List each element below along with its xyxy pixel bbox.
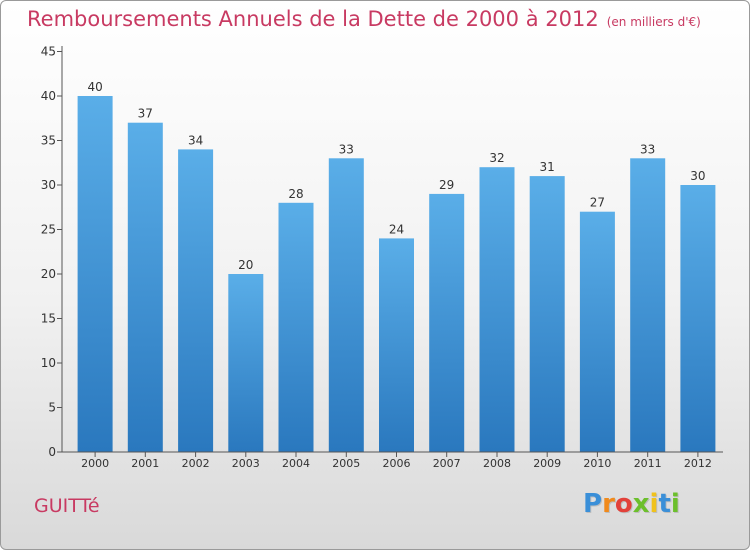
bar-2005 — [328, 158, 364, 453]
bar-2007 — [429, 193, 465, 452]
y-tick-label-30: 30 — [41, 178, 56, 192]
y-tick-label-45: 45 — [41, 45, 56, 59]
data-label-2008: 32 — [489, 151, 504, 165]
x-tick-label-2010: 2010 — [583, 457, 611, 470]
proxiti-logo: Proxiti — [583, 489, 680, 519]
bar-2011 — [630, 158, 666, 453]
bar-2000 — [77, 96, 113, 452]
logo-letter: x — [632, 489, 650, 519]
x-ticks-group: 2000 2001 2002 2003 2004 2005 2006 2007 2008 2009… — [81, 452, 712, 470]
y-tick-label-40: 40 — [41, 89, 56, 103]
data-label-2002: 34 — [188, 133, 203, 147]
data-label-2009: 31 — [540, 160, 555, 174]
x-tick-label-2009: 2009 — [533, 457, 561, 470]
bar-2010 — [579, 211, 615, 452]
x-tick-label-2008: 2008 — [483, 457, 511, 470]
y-tick-label-25: 25 — [41, 223, 56, 237]
data-labels-group: 40 37 34 20 28 33 24 29 32 31 27 33 30 — [87, 80, 705, 272]
bar-2002 — [178, 149, 214, 452]
data-label-2005: 33 — [339, 142, 354, 156]
data-label-2011: 33 — [640, 142, 655, 156]
data-label-2001: 37 — [138, 107, 153, 121]
x-tick-label-2011: 2011 — [634, 457, 662, 470]
chart-title-text: Remboursements Annuels de la Dette de 20… — [27, 7, 599, 31]
bar-2001 — [127, 122, 163, 452]
logo-letter: i — [670, 489, 680, 519]
logo-letter: o — [614, 489, 633, 519]
chart-title: Remboursements Annuels de la Dette de 20… — [27, 7, 701, 31]
y-tick-label-20: 20 — [41, 267, 56, 281]
bar-2012 — [680, 185, 716, 452]
x-tick-label-2000: 2000 — [81, 457, 109, 470]
data-label-2007: 29 — [439, 178, 454, 192]
data-label-2010: 27 — [590, 196, 605, 210]
x-tick-label-2012: 2012 — [684, 457, 712, 470]
x-tick-label-2006: 2006 — [383, 457, 411, 470]
logo-letter: P — [583, 489, 603, 519]
logo-letter: r — [602, 489, 615, 519]
y-ticks-group: 0 5 10 15 20 25 30 35 40 45 — [41, 45, 62, 459]
x-tick-label-2002: 2002 — [182, 457, 210, 470]
commune-name: GUITTé — [34, 495, 100, 517]
y-tick-label-15: 15 — [41, 312, 56, 326]
chart-subtitle: (en milliers d'€) — [606, 15, 701, 29]
x-tick-label-2005: 2005 — [332, 457, 360, 470]
x-tick-label-2001: 2001 — [131, 457, 159, 470]
x-tick-label-2004: 2004 — [282, 457, 310, 470]
bar-2006 — [379, 238, 414, 452]
data-label-2003: 20 — [238, 258, 253, 272]
x-tick-label-2003: 2003 — [232, 457, 260, 470]
logo-letter: t — [658, 489, 671, 519]
y-tick-label-5: 5 — [48, 401, 56, 415]
bar-2004 — [278, 202, 314, 452]
bars-group — [77, 96, 716, 453]
data-label-2012: 30 — [690, 169, 705, 183]
bar-2003 — [228, 274, 264, 452]
y-tick-label-35: 35 — [41, 134, 56, 148]
data-label-2000: 40 — [87, 80, 102, 94]
bar-2008 — [479, 167, 515, 452]
x-tick-label-2007: 2007 — [433, 457, 461, 470]
data-label-2004: 28 — [288, 187, 303, 201]
data-label-2006: 24 — [389, 222, 404, 236]
logo-letter: i — [649, 489, 659, 519]
bar-2009 — [529, 176, 565, 452]
y-tick-label-10: 10 — [41, 356, 56, 370]
y-tick-label-0: 0 — [48, 445, 56, 459]
